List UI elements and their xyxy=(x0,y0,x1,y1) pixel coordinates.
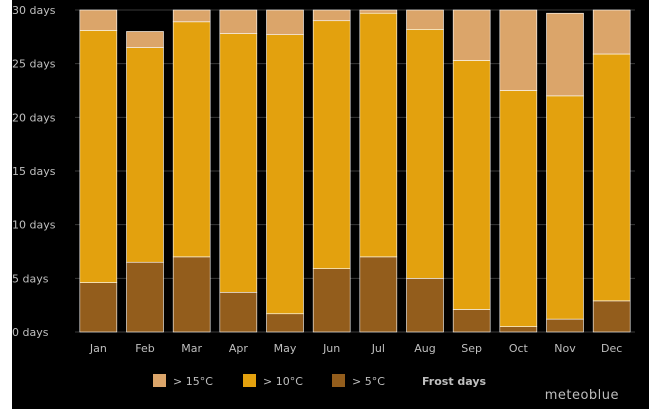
bar-segment-jun-series-2[interactable] xyxy=(312,9,351,22)
y-tick-label: 0 days xyxy=(12,326,49,339)
legend-item[interactable]: > 15°C xyxy=(153,374,213,388)
bar-segment-may-series-0[interactable] xyxy=(266,313,304,333)
y-axis-ticks: 0 days 5 days 10 days 15 days 20 days 25 days… xyxy=(12,4,56,339)
bar-segment-nov-series-0[interactable] xyxy=(546,318,584,333)
bar-segment-dec-series-1[interactable] xyxy=(592,53,631,302)
bar-segment-apr-series-1[interactable] xyxy=(219,33,258,293)
bar-segment-dec-series-2[interactable] xyxy=(592,9,631,55)
watermark-label: meteoblue xyxy=(544,388,619,403)
legend-swatch xyxy=(332,374,345,387)
bar-segment-sep-series-1[interactable] xyxy=(452,60,491,310)
bar-segment-sep-series-2[interactable] xyxy=(452,9,491,61)
x-axis-ticks: Jan Feb Mar Apr May Jun Jul Aug Sep Oct Nov Dec xyxy=(89,342,622,355)
x-tick-label: Apr xyxy=(229,342,249,355)
bar-segment-jan-series-1[interactable] xyxy=(79,30,118,283)
x-tick-label: May xyxy=(274,342,297,355)
x-tick-label: Aug xyxy=(414,342,435,355)
grid-lines xyxy=(75,9,635,333)
bar-segment-oct-series-2[interactable] xyxy=(499,9,538,91)
x-tick-label: Nov xyxy=(554,342,576,355)
bar-segment-jul-series-1[interactable] xyxy=(359,12,398,258)
bar-segment-oct-series-1[interactable] xyxy=(499,90,538,327)
bar-segment-apr-series-0[interactable] xyxy=(219,291,258,333)
bar-segment-jan-series-2[interactable] xyxy=(79,9,118,31)
x-tick-label: Jun xyxy=(322,342,340,355)
bar-segment-aug-series-1[interactable] xyxy=(406,29,444,279)
bar-segment-feb-series-0[interactable] xyxy=(126,261,164,333)
y-tick-label: 10 days xyxy=(12,219,56,232)
bar-segment-nov-series-2[interactable] xyxy=(546,12,584,97)
bar-segment-sep-series-0[interactable] xyxy=(452,309,491,333)
bar-segment-feb-series-2[interactable] xyxy=(126,31,164,48)
x-tick-label: Mar xyxy=(181,342,202,355)
legend-swatch xyxy=(243,374,256,387)
bar-segment-mar-series-0[interactable] xyxy=(172,256,211,333)
bar-segment-dec-series-0[interactable] xyxy=(592,300,631,333)
legend-swatch xyxy=(153,374,166,387)
bar-segment-jun-series-1[interactable] xyxy=(312,20,351,269)
bar-segment-apr-series-2[interactable] xyxy=(219,9,258,34)
bar-segment-oct-series-0[interactable] xyxy=(499,326,538,333)
y-tick-label: 30 days xyxy=(12,4,56,17)
x-tick-label: Jul xyxy=(371,342,385,355)
x-tick-label: Dec xyxy=(601,342,622,355)
legend-label: > 5°C xyxy=(352,375,385,388)
x-tick-label: Oct xyxy=(509,342,529,355)
bar-segment-jul-series-2[interactable] xyxy=(359,9,398,14)
y-tick-label: 25 days xyxy=(12,58,56,71)
legend-item[interactable]: Frost days xyxy=(422,375,487,388)
legend-label: Frost days xyxy=(422,375,487,388)
bar-segment-aug-series-2[interactable] xyxy=(406,9,444,30)
bar-segment-may-series-1[interactable] xyxy=(266,34,304,315)
legend-item[interactable]: > 10°C xyxy=(243,374,303,388)
bar-segment-aug-series-0[interactable] xyxy=(406,278,444,333)
bars xyxy=(79,9,631,333)
legend-label: > 15°C xyxy=(173,375,213,388)
y-tick-label: 15 days xyxy=(12,165,56,178)
bar-segment-feb-series-1[interactable] xyxy=(126,47,164,263)
bar-segment-mar-series-1[interactable] xyxy=(172,21,211,258)
x-tick-label: Jan xyxy=(89,342,107,355)
x-tick-label: Feb xyxy=(135,342,154,355)
chart-container: 0 days 5 days 10 days 15 days 20 days 25 days… xyxy=(12,0,649,409)
bar-segment-jul-series-0[interactable] xyxy=(359,256,398,333)
bar-segment-mar-series-2[interactable] xyxy=(172,9,211,23)
legend[interactable]: > 15°C > 10°C > 5°C Frost days xyxy=(153,374,487,388)
bar-segment-jan-series-0[interactable] xyxy=(79,282,118,333)
bar-segment-jun-series-0[interactable] xyxy=(312,268,351,333)
bar-segment-may-series-2[interactable] xyxy=(266,9,304,35)
stacked-bar-chart: 0 days 5 days 10 days 15 days 20 days 25 days… xyxy=(12,4,635,388)
legend-item[interactable]: > 5°C xyxy=(332,374,385,388)
y-tick-label: 5 days xyxy=(12,272,49,285)
legend-label: > 10°C xyxy=(263,375,303,388)
x-tick-label: Sep xyxy=(461,342,482,355)
bar-segment-nov-series-1[interactable] xyxy=(546,95,584,320)
y-tick-label: 20 days xyxy=(12,111,56,124)
